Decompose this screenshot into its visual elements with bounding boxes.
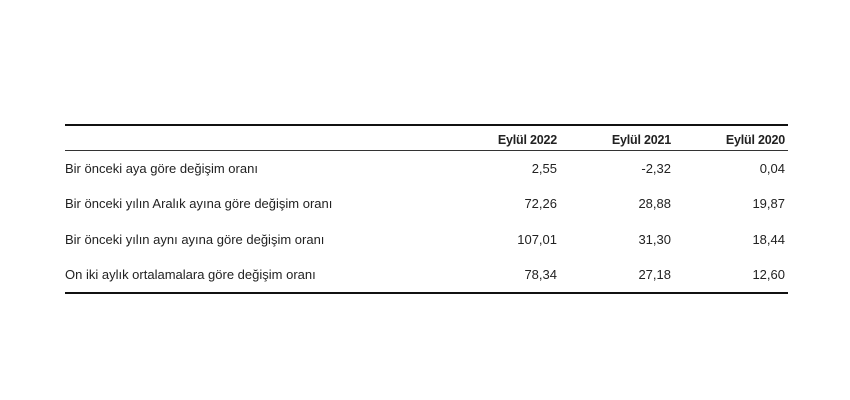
table-top-rule — [65, 124, 788, 126]
table-bottom-rule — [65, 292, 788, 294]
cell-2020: 18,44 — [752, 232, 785, 247]
cell-2022: 72,26 — [524, 196, 557, 211]
cell-2021: 28,88 — [638, 196, 671, 211]
column-header-2022: Eylül 2022 — [497, 133, 557, 147]
row-label: Bir önceki yılın Aralık ayına göre değiş… — [65, 196, 333, 211]
row-label: On iki aylık ortalamalara göre değişim o… — [65, 267, 316, 282]
cell-2022: 78,34 — [524, 267, 557, 282]
cell-2021: -2,32 — [641, 161, 671, 176]
cell-2020: 19,87 — [752, 196, 785, 211]
cell-2020: 12,60 — [752, 267, 785, 282]
row-label: Bir önceki aya göre değişim oranı — [65, 161, 258, 176]
cell-2021: 31,30 — [638, 232, 671, 247]
row-label: Bir önceki yılın aynı ayına göre değişim… — [65, 232, 325, 247]
cell-2021: 27,18 — [638, 267, 671, 282]
header-rule — [65, 150, 788, 151]
column-header-2020: Eylül 2020 — [725, 133, 785, 147]
column-header-2021: Eylül 2021 — [611, 133, 671, 147]
cell-2022: 2,55 — [531, 161, 557, 176]
cell-2020: 0,04 — [759, 161, 785, 176]
cell-2022: 107,01 — [517, 232, 557, 247]
